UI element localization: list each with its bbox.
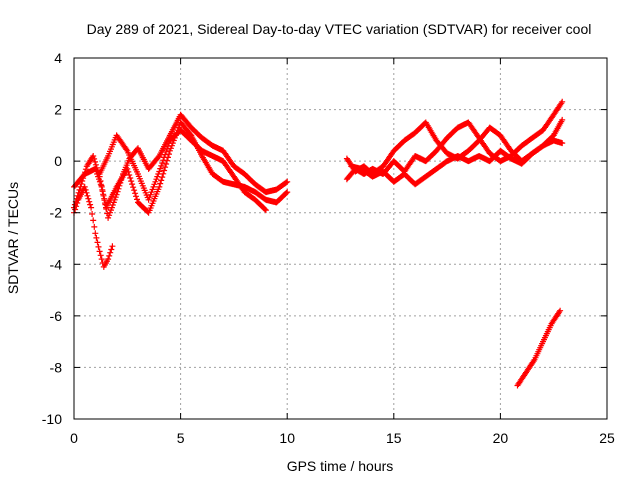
- x-axis-label: GPS time / hours: [287, 458, 394, 474]
- tick-labels: 0 5 10 15 20 25 -10 -8 -6 -4 -2 0 2 4: [42, 50, 615, 446]
- series-track-8: [514, 307, 564, 389]
- x-tick-label: 20: [493, 430, 509, 446]
- y-tick-label: -4: [50, 256, 63, 272]
- grid-lines: [74, 58, 607, 419]
- y-tick-label: -6: [50, 308, 63, 324]
- plus-marker-trace: [343, 116, 566, 177]
- y-tick-label: -2: [50, 205, 63, 221]
- x-tick-label: 25: [599, 430, 615, 446]
- series-track-7: [348, 137, 566, 188]
- y-tick-label: -10: [42, 411, 62, 427]
- plus-marker-trace: [348, 137, 566, 188]
- y-tick-label: -8: [50, 359, 63, 375]
- series-track-6: [343, 116, 566, 177]
- x-tick-label: 5: [177, 430, 185, 446]
- x-tick-label: 0: [70, 430, 78, 446]
- x-tick-label: 10: [279, 430, 295, 446]
- series-track-4: [96, 127, 269, 214]
- plus-marker-trace: [514, 307, 564, 389]
- y-tick-label: 0: [54, 153, 62, 169]
- y-axis-label: SDTVAR / TECUs: [5, 182, 21, 294]
- data-markers: [71, 98, 566, 389]
- plus-marker-trace: [96, 127, 269, 214]
- x-tick-label: 15: [386, 430, 402, 446]
- axis-ticks: [73, 57, 608, 420]
- chart-title: Day 289 of 2021, Sidereal Day-to-day VTE…: [87, 21, 592, 37]
- y-tick-label: 4: [54, 50, 62, 66]
- y-tick-label: 2: [54, 102, 62, 118]
- plot-frame: [73, 57, 608, 420]
